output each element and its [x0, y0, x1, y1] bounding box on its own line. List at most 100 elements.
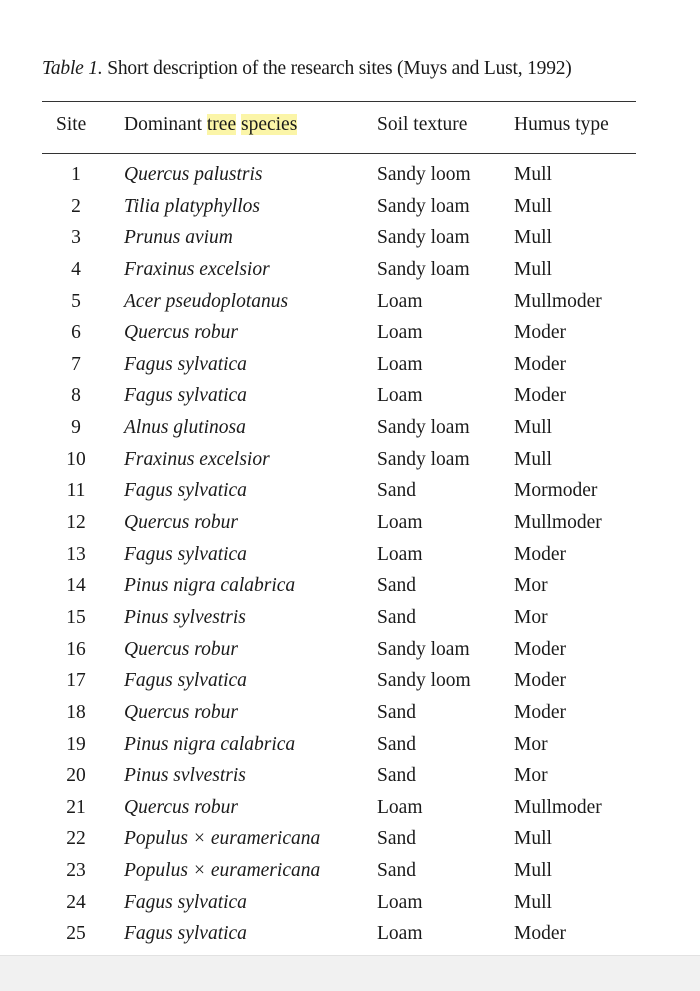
cell-soil-texture: Loam	[377, 891, 423, 913]
table-row: 20 Pinus svlvestris Sand Mor	[0, 763, 700, 795]
cell-species: Pinus sylvestris	[124, 606, 246, 628]
table-row: 3 Prunus avium Sandy loam Mull	[0, 225, 700, 257]
cell-soil-texture: Sand	[377, 575, 416, 597]
cell-species: Pinus svlvestris	[124, 765, 246, 787]
cell-soil-texture: Sandy loam	[377, 417, 470, 439]
cell-humus-type: Mull	[514, 891, 552, 913]
cell-humus-type: Moder	[514, 638, 566, 660]
cell-soil-texture: Loam	[377, 512, 423, 534]
table-row: 12 Quercus robur Loam Mullmoder	[0, 510, 700, 542]
cell-humus-type: Mor	[514, 765, 548, 787]
cell-soil-texture: Sandy loam	[377, 195, 470, 217]
table-row: 4 Fraxinus excelsior Sandy loam Mull	[0, 257, 700, 289]
cell-soil-texture: Sand	[377, 701, 416, 723]
cell-soil-texture: Loam	[377, 385, 423, 407]
cell-soil-texture: Sandy loam	[377, 227, 470, 249]
table-row: 23 Populus × euramericana Sand Mull	[0, 858, 700, 890]
cell-site: 9	[71, 417, 81, 439]
header-humus-type: Humus type	[514, 114, 609, 135]
cell-soil-texture: Loam	[377, 353, 423, 375]
table-row: 10 Fraxinus excelsior Sandy loam Mull	[0, 447, 700, 479]
table-header-row: Site Dominant tree species Soil texture …	[0, 114, 700, 142]
cell-species: Fagus sylvatica	[124, 891, 247, 913]
cell-humus-type: Mullmoder	[514, 512, 602, 534]
cell-site: 24	[66, 891, 86, 913]
cell-site: 16	[66, 638, 86, 660]
cell-species: Populus × euramericana	[124, 828, 321, 850]
cell-humus-type: Moder	[514, 385, 566, 407]
table-row: 21 Quercus robur Loam Mullmoder	[0, 795, 700, 827]
cell-humus-type: Mull	[514, 164, 552, 185]
cell-site: 23	[66, 860, 86, 882]
table-body: 1 Quercus palustris Sandy loom Mull 2 Tilia p…	[0, 162, 700, 953]
cell-site: 18	[66, 701, 86, 723]
table-row: 9 Alnus glutinosa Sandy loam Mull	[0, 415, 700, 447]
cell-species: Quercus palustris	[124, 164, 263, 185]
table-row: 24 Fagus sylvatica Loam Mull	[0, 890, 700, 922]
header-site: Site	[56, 114, 87, 135]
cell-species: Quercus robur	[124, 512, 238, 534]
cell-humus-type: Mor	[514, 606, 548, 628]
cell-species: Fraxinus excelsior	[124, 258, 270, 280]
cell-site: 12	[66, 512, 86, 534]
cell-site: 8	[71, 385, 81, 407]
header-dominant-tree-species: Dominant tree species	[124, 114, 298, 136]
cell-site: 5	[71, 290, 81, 312]
table-row: 7 Fagus sylvatica Loam Moder	[0, 352, 700, 384]
cell-species: Fagus sylvatica	[124, 923, 247, 945]
cell-species: Pinus nigra calabrica	[124, 575, 296, 597]
cell-site: 10	[66, 448, 86, 470]
cell-humus-type: Mull	[514, 860, 552, 882]
table-row: 5 Acer pseudoplotanus Loam Mullmoder	[0, 289, 700, 321]
highlighted-word-species[interactable]: species	[240, 114, 298, 135]
cell-soil-texture: Sand	[377, 860, 416, 882]
cell-species: Quercus robur	[124, 796, 238, 818]
cell-soil-texture: Sandy loam	[377, 258, 470, 280]
table-row: 15 Pinus sylvestris Sand Mor	[0, 605, 700, 637]
cell-species: Quercus robur	[124, 322, 238, 344]
cell-humus-type: Mullmoder	[514, 290, 602, 312]
table-row: 8 Fagus sylvatica Loam Moder	[0, 383, 700, 415]
table-row: 11 Fagus sylvatica Sand Mormoder	[0, 478, 700, 510]
cell-humus-type: Mull	[514, 448, 552, 470]
table-row: 19 Pinus nigra calabrica Sand Mor	[0, 732, 700, 764]
table-row: 25 Fagus sylvatica Loam Moder	[0, 921, 700, 953]
document-page: Table 1. Short description of the resear…	[0, 58, 700, 963]
cell-site: 3	[71, 227, 81, 249]
cell-species: Fagus sylvatica	[124, 385, 247, 407]
table-row: 16 Quercus robur Sandy loam Moder	[0, 637, 700, 669]
cell-humus-type: Mor	[514, 575, 548, 597]
table-row: 2 Tilia platyphyllos Sandy loam Mull	[0, 194, 700, 226]
table-header-rule	[42, 153, 636, 154]
cell-humus-type: Moder	[514, 701, 566, 723]
cell-site: 15	[66, 606, 86, 628]
table-row: 18 Quercus robur Sand Moder	[0, 700, 700, 732]
viewer-bottom-bar	[0, 955, 700, 991]
cell-soil-texture: Sandy loom	[377, 164, 471, 185]
cell-species: Acer pseudoplotanus	[124, 290, 289, 312]
cell-site: 25	[66, 923, 86, 945]
table-row: 17 Fagus sylvatica Sandy loom Moder	[0, 668, 700, 700]
cell-soil-texture: Sand	[377, 828, 416, 850]
cell-soil-texture: Sandy loam	[377, 638, 470, 660]
cell-humus-type: Mull	[514, 417, 552, 439]
table-row: 1 Quercus palustris Sandy loom Mull	[0, 162, 700, 194]
cell-species: Quercus robur	[124, 701, 238, 723]
cell-species: Quercus robur	[124, 638, 238, 660]
cell-humus-type: Moder	[514, 322, 566, 344]
cell-soil-texture: Loam	[377, 543, 423, 565]
cell-species: Populus × euramericana	[124, 860, 321, 882]
cell-site: 20	[66, 765, 86, 787]
cell-humus-type: Mullmoder	[514, 796, 602, 818]
highlighted-word-tree[interactable]: tree	[206, 114, 237, 135]
header-species-prefix: Dominant	[124, 114, 207, 135]
cell-humus-type: Mull	[514, 195, 552, 217]
table-caption: Table 1. Short description of the resear…	[42, 58, 572, 80]
cell-humus-type: Mormoder	[514, 480, 598, 502]
cell-humus-type: Moder	[514, 670, 566, 692]
cell-soil-texture: Loam	[377, 796, 423, 818]
cell-species: Prunus avium	[124, 227, 233, 249]
cell-soil-texture: Loam	[377, 322, 423, 344]
cell-species: Alnus glutinosa	[124, 417, 246, 439]
cell-species: Fagus sylvatica	[124, 480, 247, 502]
